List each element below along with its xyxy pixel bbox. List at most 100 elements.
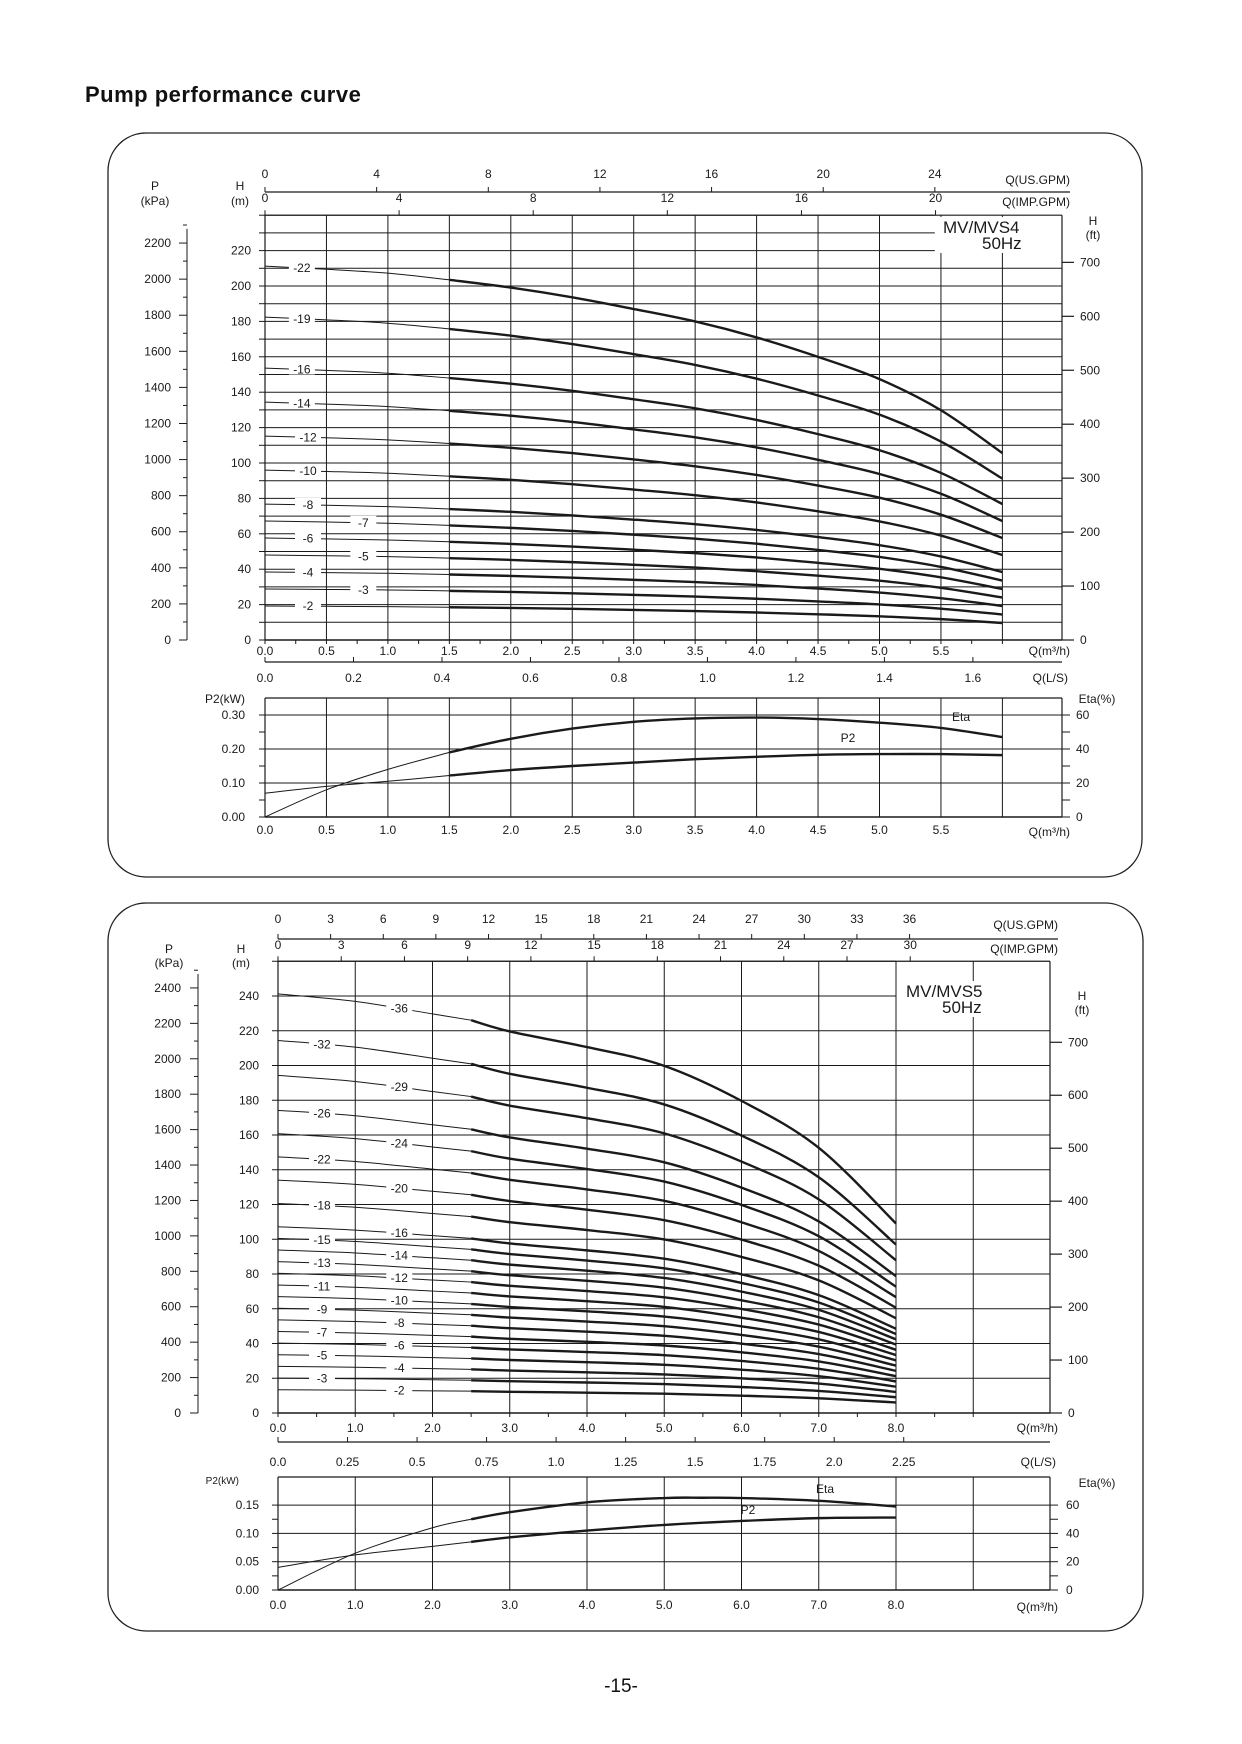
eta-curve-label: Eta [816, 1482, 834, 1496]
model-title: MV/MVS4 [943, 218, 1020, 237]
us-gpm-tick-label: 20 [817, 167, 831, 181]
imp-gpm-tick-label: 3 [338, 938, 345, 952]
h-axis-tick-label: 20 [246, 1371, 260, 1385]
stage-label-3: -3 [358, 583, 369, 597]
stage-label-6: -6 [394, 1339, 405, 1353]
us-gpm-tick-label: 8 [485, 167, 492, 181]
h-axis-tick-label: 100 [239, 1232, 259, 1246]
imp-gpm-tick-label: 21 [714, 938, 728, 952]
ft-axis-tick-label: 600 [1068, 1088, 1088, 1102]
q-axis-tick-label: 2.0 [424, 1421, 441, 1435]
stage-label-bg [309, 1302, 336, 1315]
q-ls-tick-label: 2.25 [892, 1455, 916, 1469]
h-axis-tick-label: 0 [252, 1406, 259, 1420]
h-axis-tick-label: 220 [239, 1024, 259, 1038]
stage-label-bg [288, 311, 315, 324]
head-curve-stage-29 [470, 1095, 897, 1262]
imp-gpm-tick-label: 20 [929, 191, 943, 205]
head-curve-stage-2-thin [277, 1389, 472, 1392]
q-axis-tick-label: 1.5 [441, 644, 458, 658]
head-curve-stage-36 [470, 1019, 897, 1225]
stage-label-13: -13 [313, 1256, 331, 1270]
model-label-box [902, 981, 1002, 1017]
ft-axis-tick-label: 400 [1068, 1194, 1088, 1208]
p-axis-unit: (kPa) [141, 194, 170, 208]
stage-label-bg [288, 362, 315, 375]
head-curve-stage-10-thin [264, 469, 450, 477]
stage-label-bg [386, 1383, 413, 1396]
ft-axis-unit: (ft) [1086, 228, 1101, 242]
head-curve-stage-16 [449, 376, 1003, 506]
stage-label-9: -9 [317, 1302, 328, 1316]
head-curve-stage-18 [470, 1215, 897, 1320]
p2-curve-thin [277, 1541, 472, 1568]
head-curve-stage-8 [471, 1324, 897, 1373]
ft-axis-tick-label: 100 [1080, 579, 1100, 593]
stage-label-bg [309, 1198, 336, 1211]
q-axis-title: Q(m³/h) [1029, 644, 1070, 658]
power-q-tick-label: 7.0 [810, 1598, 827, 1612]
h-axis-tick-label: 160 [239, 1128, 259, 1142]
stage-label-bg [309, 1371, 336, 1384]
power-q-axis-title: Q(m³/h) [1029, 825, 1070, 839]
ft-axis-tick-label: 500 [1068, 1141, 1088, 1155]
head-curve-stage-8-thin [277, 1319, 472, 1327]
stage-label-24: -24 [391, 1136, 409, 1150]
p2-axis-tick-label: 0.10 [236, 1526, 260, 1540]
q-ls-tick-label: 2.0 [826, 1455, 843, 1469]
us-gpm-tick-label: 3 [327, 912, 334, 926]
imp-gpm-tick-label: 16 [795, 191, 809, 205]
q-axis-tick-label: 3.0 [625, 644, 642, 658]
p-axis-tick-label: 1200 [144, 416, 171, 430]
power-q-axis-title: Q(m³/h) [1017, 1600, 1058, 1614]
q-ls-tick-label: 1.2 [788, 671, 805, 685]
stage-label-bg [386, 1080, 413, 1093]
p2-axis-tick-label: 0.15 [236, 1498, 260, 1512]
p2-curve [449, 752, 1003, 777]
h-axis-tick-label: 20 [238, 598, 252, 612]
stage-label-12: -12 [299, 430, 317, 444]
p2-curve [470, 1516, 897, 1544]
q-axis-tick-label: 0.0 [270, 1421, 287, 1435]
us-gpm-tick-label: 24 [928, 167, 942, 181]
p-axis-tick-label: 2200 [154, 1016, 181, 1030]
p-axis-tick-label: 200 [161, 1371, 181, 1385]
h-axis-unit: (m) [232, 956, 250, 970]
head-curve-stage-4 [449, 573, 1003, 608]
p2-axis-tick-label: 0.20 [222, 742, 246, 756]
head-curve-stage-4 [471, 1368, 897, 1394]
stage-label-bg [386, 1181, 413, 1194]
p2-axis-tick-label: 0.00 [236, 1583, 260, 1597]
head-curve-stage-12-thin [264, 435, 450, 445]
stage-label-bg [309, 1279, 336, 1292]
us-gpm-tick-label: 12 [593, 167, 607, 181]
q-ls-tick-label: 0.4 [434, 671, 451, 685]
head-curve-stage-9 [471, 1313, 897, 1367]
q-axis-tick-label: 4.5 [810, 644, 827, 658]
p-axis-tick-label: 0 [174, 1406, 181, 1420]
imp-gpm-tick-label: 30 [904, 938, 918, 952]
us-gpm-tick-label: 30 [798, 912, 812, 926]
q-ls-tick-label: 1.5 [687, 1455, 704, 1469]
q-axis-tick-label: 3.0 [501, 1421, 518, 1435]
us-gpm-tick-label: 12 [482, 912, 496, 926]
q-axis-tick-label: 0.0 [257, 644, 274, 658]
ft-axis-tick-label: 600 [1080, 309, 1100, 323]
eta-axis-tick-label: 20 [1076, 776, 1090, 790]
q-axis-tick-label: 5.5 [933, 644, 950, 658]
head-curve-stage-14 [470, 1259, 897, 1341]
power-q-tick-label: 4.0 [579, 1598, 596, 1612]
stage-label-2: -2 [394, 1384, 405, 1398]
p-axis-tick-label: 1800 [144, 308, 171, 322]
stage-label-22: -22 [313, 1153, 331, 1167]
stage-label-bg [309, 1325, 336, 1338]
p-axis-tick-label: 2200 [144, 236, 171, 250]
h-axis-unit: (m) [231, 194, 249, 208]
head-curve-stage-6-thin [264, 537, 450, 543]
head-curve-stage-32-thin [277, 1039, 472, 1065]
head-curve-stage-20 [470, 1193, 897, 1309]
p-axis-tick-label: 1600 [144, 344, 171, 358]
q-ls-tick-label: 0.0 [270, 1455, 287, 1469]
ft-axis-tick-label: 200 [1068, 1300, 1088, 1314]
stage-label-bg [295, 464, 322, 477]
